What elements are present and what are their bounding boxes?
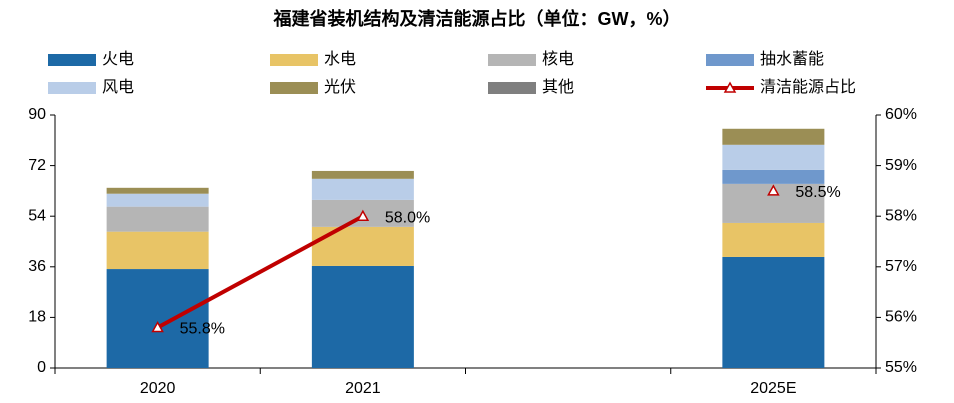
data-label: 58.5% bbox=[795, 184, 840, 201]
y-tick-label: 18 bbox=[28, 309, 46, 326]
legend-label: 其他 bbox=[542, 78, 574, 96]
y2-tick-label: 59% bbox=[885, 157, 917, 174]
bar-segment bbox=[106, 231, 209, 270]
bar-segment bbox=[722, 128, 825, 145]
legend-label: 水电 bbox=[324, 50, 356, 68]
bar-segment bbox=[106, 269, 209, 368]
x-tick-label: 2020 bbox=[140, 380, 176, 397]
data-label: 58.0% bbox=[385, 209, 430, 226]
y-tick-label: 54 bbox=[28, 207, 46, 224]
y2-tick-label: 57% bbox=[885, 258, 917, 275]
legend-label: 火电 bbox=[102, 50, 134, 68]
x-tick-label: 2021 bbox=[345, 380, 381, 397]
legend-marker bbox=[723, 81, 737, 93]
bar-segment bbox=[106, 206, 209, 232]
bar-segment bbox=[722, 256, 825, 368]
legend-swatch bbox=[488, 54, 536, 66]
bar-segment bbox=[311, 170, 414, 179]
legend-swatch bbox=[706, 54, 754, 66]
legend-label: 光伏 bbox=[324, 78, 356, 96]
bar-segment bbox=[106, 187, 209, 194]
y2-tick-label: 58% bbox=[885, 207, 917, 224]
line-marker bbox=[767, 184, 780, 196]
y2-tick-label: 60% bbox=[885, 106, 917, 123]
line-marker bbox=[356, 209, 370, 221]
legend-label: 抽水蓄能 bbox=[760, 50, 824, 68]
y2-tick-label: 56% bbox=[885, 309, 917, 326]
line bbox=[158, 191, 774, 328]
legend-swatch bbox=[488, 82, 536, 94]
y-tick-label: 0 bbox=[37, 359, 46, 376]
data-label: 55.8% bbox=[180, 321, 225, 338]
chart-title: 福建省装机结构及清洁能源占比（单位：GW，%） bbox=[273, 8, 681, 29]
x-tick-label: 2025E bbox=[750, 380, 796, 397]
legend-label: 核电 bbox=[542, 50, 574, 68]
y-tick-label: 36 bbox=[28, 258, 46, 275]
bar-segment bbox=[722, 169, 825, 184]
bar-segment bbox=[722, 144, 825, 170]
legend-label: 风电 bbox=[102, 78, 134, 96]
legend-swatch bbox=[270, 54, 318, 66]
legend-swatch bbox=[48, 54, 96, 66]
bar-segment bbox=[311, 265, 414, 368]
legend-swatch bbox=[48, 82, 96, 94]
bar-segment bbox=[722, 222, 825, 257]
bar-segment bbox=[311, 178, 414, 200]
y2-tick-label: 55% bbox=[885, 359, 917, 376]
y-tick-label: 72 bbox=[28, 157, 46, 174]
bar-segment bbox=[106, 193, 209, 207]
y-tick-label: 90 bbox=[28, 106, 46, 123]
legend-swatch bbox=[270, 82, 318, 94]
bar-segment bbox=[311, 226, 414, 266]
line-marker bbox=[151, 320, 164, 333]
legend-label: 清洁能源占比 bbox=[760, 78, 856, 96]
